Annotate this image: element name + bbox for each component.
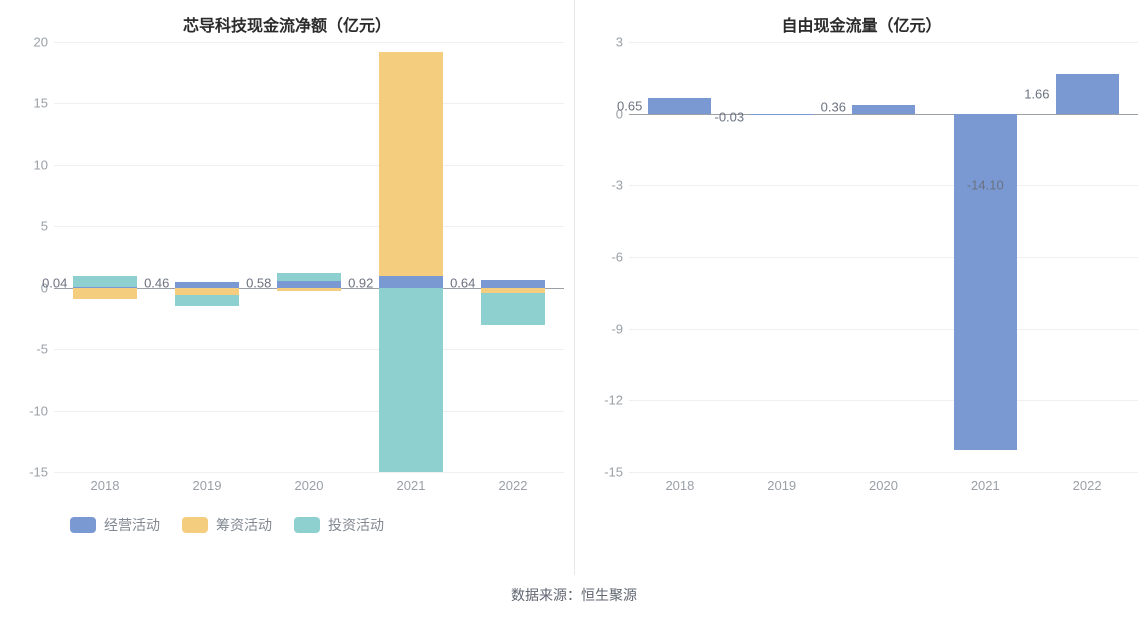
bar-segment [750,114,813,115]
bar-segment [277,273,340,280]
y-tick-label: -15 [29,465,48,480]
left-chart-title: 芯导科技现金流净额（亿元） [10,12,564,36]
y-tick-label: -3 [611,178,623,193]
x-tick-label: 2022 [1036,478,1138,493]
gridline [629,472,1138,473]
bar-value-label: 0.36 [819,99,848,114]
left-panel: 芯导科技现金流净额（亿元） -15-10-505101520 0.040.460… [0,0,574,575]
gridline [54,472,564,473]
bar-segment [954,114,1017,451]
bar-segment [73,276,136,287]
bar-value-label: 1.66 [1022,86,1051,101]
left-plot-wrap: -15-10-505101520 0.040.460.580.920.64 [10,42,564,472]
right-plot-area: 0.65-0.030.36-14.101.66 [629,42,1138,472]
legend-item: 投资活动 [294,515,384,535]
y-tick-label: -5 [36,342,48,357]
bar-segment [277,288,340,292]
bar-group: 0.64 [481,42,544,472]
chart-dashboard: 芯导科技现金流净额（亿元） -15-10-505101520 0.040.460… [0,0,1148,619]
bar-value-label: -0.03 [713,110,747,125]
bar-segment [175,295,238,306]
bar-segment [379,288,442,472]
bar-segment [481,280,544,288]
bar-value-label: -14.10 [965,178,1006,193]
y-tick-label: -15 [604,465,623,480]
y-tick-label: 3 [616,35,623,50]
bar-value-label: 0.64 [448,276,477,291]
x-tick-label: 2020 [258,478,360,493]
y-tick-label: -9 [611,321,623,336]
y-tick-label: 5 [41,219,48,234]
legend-label: 投资活动 [328,515,384,535]
y-tick-label: -6 [611,250,623,265]
x-tick-label: 2018 [54,478,156,493]
bar-segment [379,276,442,287]
bar-group: 1.66 [1056,42,1119,472]
y-tick-label: -10 [29,403,48,418]
bar-group: 0.92 [379,42,442,472]
bar-segment [73,288,136,299]
right-plot-wrap: -15-12-9-6-303 0.65-0.030.36-14.101.66 [585,42,1138,472]
x-tick-label: 2021 [934,478,1036,493]
y-tick-label: -12 [604,393,623,408]
right-chart-title: 自由现金流量（亿元） [585,12,1138,36]
bar-group: -14.10 [954,42,1017,472]
bar-group: 0.36 [852,42,915,472]
legend-swatch [70,517,96,533]
data-source-footer: 数据来源：恒生聚源 [0,575,1148,619]
bar-segment [852,105,915,114]
y-tick-label: 20 [34,35,48,50]
bar-group: 0.04 [73,42,136,472]
left-y-axis: -15-10-505101520 [10,42,54,472]
bar-segment [481,293,544,325]
legend-item: 筹资活动 [182,515,272,535]
x-tick-label: 2021 [360,478,462,493]
legend-label: 筹资活动 [216,515,272,535]
bar-group: 0.58 [277,42,340,472]
x-tick-label: 2019 [731,478,833,493]
left-plot-area: 0.04 0.46 0.58 0.92 0.64 [54,42,564,472]
left-x-axis: 20182019202020212022 [54,478,564,493]
y-tick-label: 10 [34,157,48,172]
right-x-axis: 20182019202020212022 [629,478,1138,493]
bar-segment [175,288,238,295]
left-legend: 经营活动 筹资活动 投资活动 [70,515,564,535]
legend-label: 经营活动 [104,515,160,535]
bar-segment [379,52,442,277]
x-tick-label: 2018 [629,478,731,493]
right-panel: 自由现金流量（亿元） -15-12-9-6-303 0.65-0.030.36-… [574,0,1148,575]
bar-group: 0.46 [175,42,238,472]
legend-item: 经营活动 [70,515,160,535]
bar-value-label: 0.04 [40,276,69,291]
charts-row: 芯导科技现金流净额（亿元） -15-10-505101520 0.040.460… [0,0,1148,575]
bar-group: 0.65 [648,42,711,472]
bar-segment [1056,74,1119,114]
bar-value-label: 0.58 [244,276,273,291]
bar-value-label: 0.92 [346,276,375,291]
bar-group: -0.03 [750,42,813,472]
x-tick-label: 2019 [156,478,258,493]
bar-value-label: 0.65 [615,98,644,113]
y-tick-label: 15 [34,96,48,111]
bar-value-label: 0.46 [142,276,171,291]
legend-swatch [294,517,320,533]
x-tick-label: 2020 [833,478,935,493]
bar-segment [277,281,340,288]
bar-segment [648,98,711,114]
x-tick-label: 2022 [462,478,564,493]
legend-swatch [182,517,208,533]
